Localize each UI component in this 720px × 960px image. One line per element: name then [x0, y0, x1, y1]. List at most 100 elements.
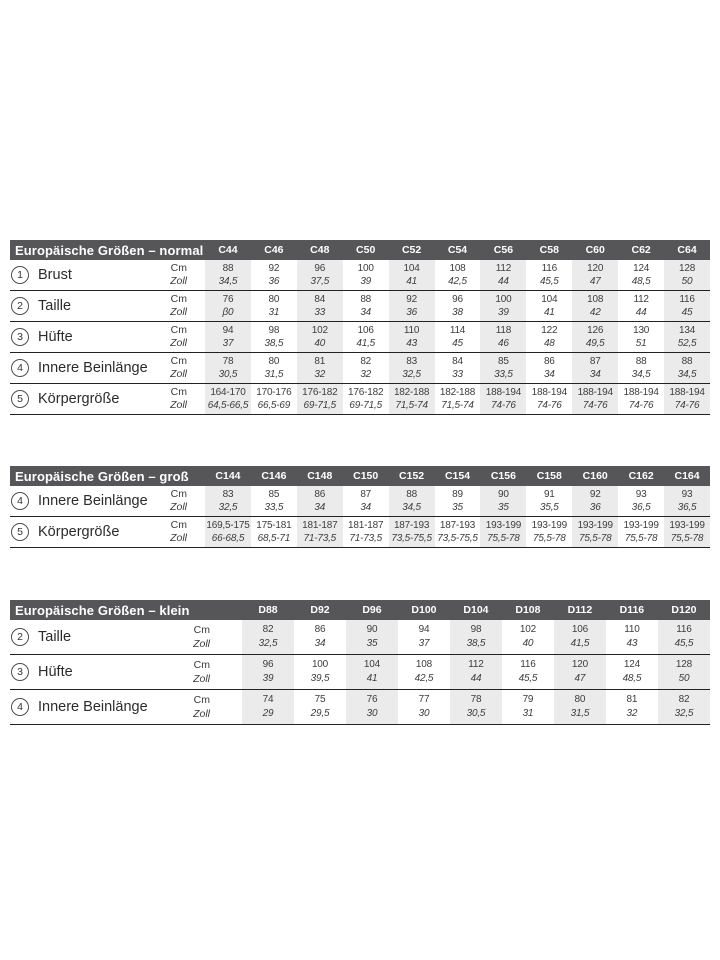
size-column-header: C58	[526, 240, 573, 260]
cm-value: 193-199	[531, 520, 568, 531]
row-label-cell: 4 Innere Beinlänge	[10, 486, 150, 517]
cm-unit-label: Cm	[170, 293, 188, 305]
value-cell: 116 45,5	[502, 655, 554, 690]
value-cell: 92 36	[251, 260, 297, 291]
size-column-header: C44	[205, 240, 251, 260]
value-cell: 182-188 71,5-74	[389, 384, 435, 415]
size-column-header: C62	[618, 240, 665, 260]
zoll-value: 50	[678, 673, 690, 684]
value-cell: 92 36	[389, 291, 435, 322]
value-cell: 98 38,5	[450, 620, 502, 655]
cm-value: 88	[222, 263, 234, 274]
zoll-value: 42,5	[448, 276, 467, 287]
value-cell: 114 45	[435, 322, 481, 353]
measurement-label: Hüfte	[38, 329, 73, 345]
cm-value: 96	[262, 659, 274, 670]
zoll-value: 71-73,5	[303, 533, 337, 544]
zoll-value: 74-76	[582, 400, 608, 411]
value-cell: 122 48	[526, 322, 572, 353]
value-cell: 106 41,5	[343, 322, 389, 353]
cm-unit-label: Cm	[170, 262, 188, 274]
value-cell: 118 46	[480, 322, 526, 353]
cm-value: 86	[314, 489, 326, 500]
cm-value: 176-182	[348, 387, 384, 398]
size-column-header: C156	[480, 466, 527, 486]
value-cell: 93 36,5	[618, 486, 664, 517]
size-column-header: C64	[664, 240, 710, 260]
zoll-value: 47	[574, 673, 586, 684]
cm-value: 89	[452, 489, 463, 500]
value-cell: 116 45,5	[526, 260, 572, 291]
zoll-unit-label: Zoll	[193, 638, 211, 650]
measurement-label: Brust	[38, 267, 72, 283]
measurement-row: 2 Taille Cm Zoll 76 β0 80 31 84 33 88 34 92 36 96 38 100…	[10, 291, 710, 322]
unit-label-cell: Cm Zoll	[150, 291, 205, 322]
zoll-unit-label: Zoll	[170, 306, 188, 318]
cm-unit-label: Cm	[193, 624, 211, 636]
cm-value: 181-187	[302, 520, 338, 531]
value-cell: 126 49,5	[572, 322, 618, 353]
size-column-header: D120	[657, 600, 710, 620]
cm-value: 82	[360, 356, 372, 367]
value-cell: 96 39	[242, 655, 294, 690]
size-column-header: C46	[250, 240, 297, 260]
measurement-row: 5 Körpergröße Cm Zoll 169,5-175 66-68,5 175-18…	[10, 517, 710, 548]
cm-value: 93	[635, 489, 647, 500]
zoll-value: 32,5	[674, 708, 694, 719]
value-cell: 86 34	[294, 620, 346, 655]
value-cell: 188-194 74-76	[618, 384, 664, 415]
cm-value: 90	[366, 624, 378, 635]
value-cell: 79 31	[502, 690, 554, 725]
zoll-value: 68,5-71	[257, 533, 291, 544]
value-cell: 76 30	[346, 690, 398, 725]
zoll-value: 34	[589, 369, 601, 380]
zoll-value: 42,5	[414, 673, 434, 684]
cm-value: 102	[519, 624, 536, 635]
measurement-row: 3 Hüfte Cm Zoll 96 39 100 39,5 104 41 108 42,5 112 44…	[10, 655, 710, 690]
unit-label-cell: Cm Zoll	[150, 353, 205, 384]
row-number-badge: 2	[11, 628, 29, 646]
size-column-header: C154	[434, 466, 481, 486]
cm-value: 176-182	[302, 387, 338, 398]
zoll-value: 48,5	[631, 276, 651, 287]
size-column-header: C148	[296, 466, 343, 486]
cm-value: 106	[357, 325, 374, 336]
value-cell: 104 41	[389, 260, 435, 291]
size-column-header: D112	[553, 600, 606, 620]
row-number-badge: 2	[11, 297, 29, 315]
cm-value: 83	[406, 356, 417, 367]
zoll-value: 31	[268, 307, 280, 318]
zoll-value: 41,5	[356, 338, 376, 349]
cm-value: 175-181	[256, 520, 292, 531]
value-cell: 74 29	[242, 690, 294, 725]
cm-value: 88	[635, 356, 647, 367]
zoll-unit-label: Zoll	[170, 532, 188, 544]
cm-value: 92	[268, 263, 280, 274]
cm-value: 79	[522, 694, 534, 705]
value-cell: 100 39	[343, 260, 389, 291]
value-cell: 82 32,5	[658, 690, 710, 725]
row-number-badge: 3	[11, 328, 29, 346]
zoll-value: 39,5	[310, 673, 330, 684]
value-cell: 84 33	[297, 291, 343, 322]
measurement-label: Taille	[38, 629, 72, 645]
cm-value: 102	[311, 325, 328, 336]
cm-value: 75	[314, 694, 326, 705]
zoll-value: 33	[452, 369, 463, 380]
zoll-value: 33	[314, 307, 326, 318]
unit-label-cell: Cm Zoll	[150, 690, 242, 725]
value-cell: 80 31,5	[251, 353, 297, 384]
cm-value: 100	[495, 294, 512, 305]
zoll-unit-label: Zoll	[170, 275, 188, 287]
size-column-header: D116	[605, 600, 658, 620]
zoll-value: 40	[314, 338, 326, 349]
cm-value: 78	[470, 694, 482, 705]
zoll-value: 43	[406, 338, 417, 349]
measurement-row: 4 Innere Beinlänge Cm Zoll 83 32,5 85 33,5 86 34 8…	[10, 486, 710, 517]
zoll-value: 36,5	[631, 502, 651, 513]
row-label-cell: 3 Hüfte	[10, 655, 150, 690]
cm-value: 88	[681, 356, 693, 367]
cm-value: 188-194	[531, 387, 568, 398]
zoll-value: 51	[635, 338, 647, 349]
value-cell: 82 32,5	[242, 620, 294, 655]
